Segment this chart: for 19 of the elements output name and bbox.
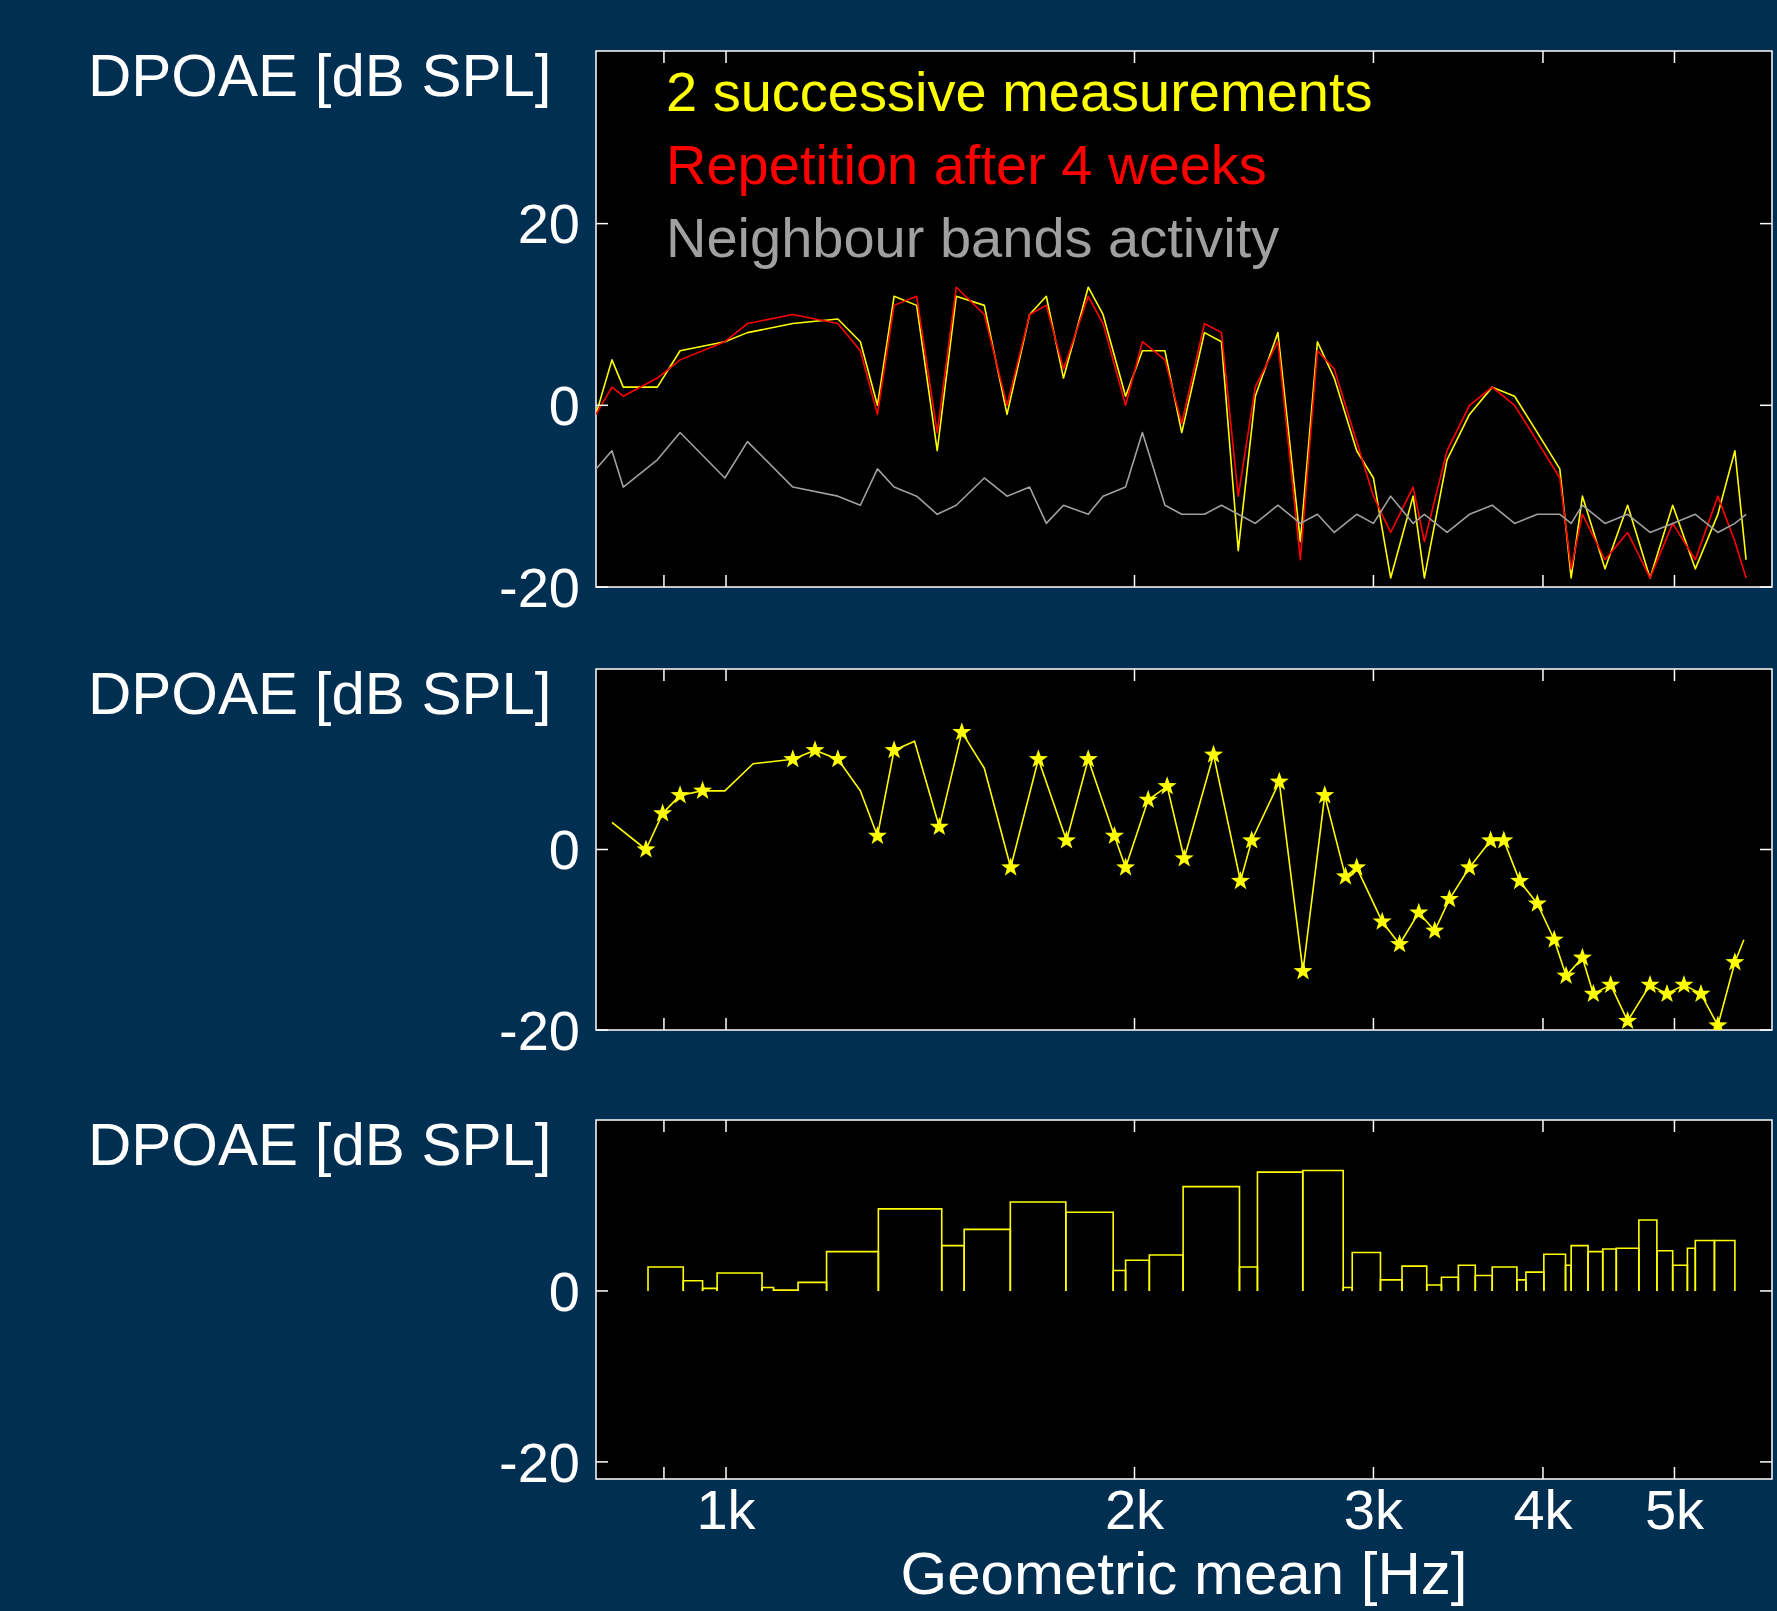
y-tick-label: -20 bbox=[499, 998, 580, 1062]
y-tick-label: 0 bbox=[548, 1259, 580, 1323]
y-tick-label: -20 bbox=[499, 555, 580, 619]
x-tick-label: 4k bbox=[1513, 1478, 1574, 1541]
x-axis-title: Geometric mean [Hz] bbox=[900, 1540, 1468, 1607]
y-axis-title: DPOAE [dB SPL] bbox=[88, 42, 552, 109]
y-tick-label: -20 bbox=[499, 1430, 580, 1494]
x-tick-label: 5k bbox=[1644, 1478, 1706, 1541]
x-tick-label: 3k bbox=[1343, 1478, 1404, 1541]
y-axis-title: DPOAE [dB SPL] bbox=[88, 660, 552, 727]
y-tick-label: 0 bbox=[548, 373, 580, 437]
x-tick-label: 1k bbox=[696, 1478, 757, 1541]
text: Neighbour bands activity bbox=[666, 206, 1280, 269]
text: Repetition after 4 weeks bbox=[666, 133, 1267, 196]
x-tick-label: 2k bbox=[1104, 1478, 1166, 1541]
y-tick-label: 0 bbox=[548, 818, 580, 882]
y-axis-title: DPOAE [dB SPL] bbox=[88, 1111, 552, 1178]
y-tick-label: 20 bbox=[517, 192, 580, 256]
text: 2 successive measurements bbox=[666, 60, 1373, 123]
